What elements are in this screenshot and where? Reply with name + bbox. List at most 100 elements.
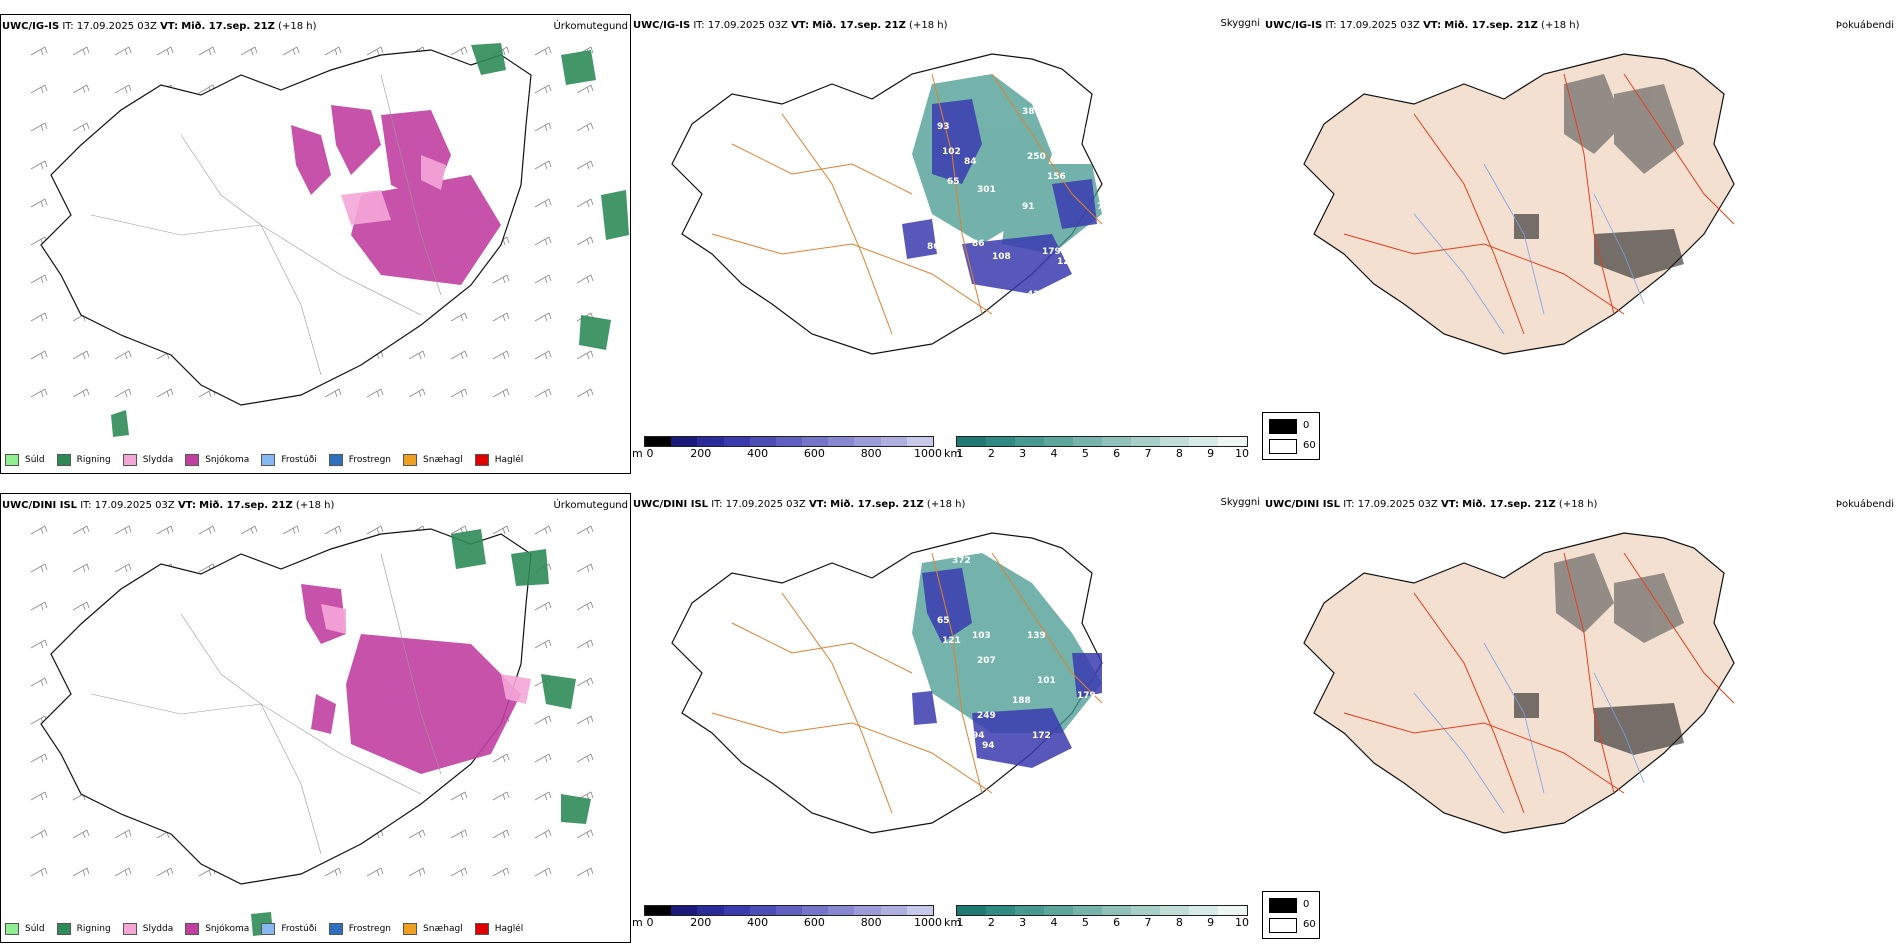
colorbar-tick: 1 (956, 447, 964, 460)
wind-barb (366, 525, 384, 535)
wind-barb (30, 350, 48, 360)
colorbar-cell (1189, 906, 1218, 915)
wind-barb (492, 350, 510, 360)
wind-barb (30, 753, 48, 763)
legend-swatch (185, 923, 200, 935)
iceland-fog-map-top (1303, 53, 1735, 355)
wind-barb (72, 388, 90, 398)
colorbar-cell (828, 906, 855, 915)
wind-barb (492, 312, 510, 322)
colorbar-cell (671, 906, 698, 915)
legend-swatch (474, 923, 489, 935)
legend-swatch (5, 923, 19, 935)
colorbar-cell (1015, 906, 1044, 915)
rivers (1413, 642, 1645, 814)
wind-barb (534, 791, 552, 801)
colorbar-cell (828, 437, 855, 446)
legend-swatch (403, 923, 418, 935)
colorbar-tick: 10 (1235, 916, 1249, 929)
wind-barb (534, 198, 552, 208)
wind-barb (534, 84, 552, 94)
wind-barb (492, 274, 510, 284)
colorbar-tick: 400 (747, 447, 769, 460)
colorbar-tick: 800 (860, 447, 882, 460)
wind-barb (534, 867, 552, 877)
precip-legend: Súld Rigning Slydda Snjókoma Frostúði Fr… (5, 922, 535, 936)
wind-barb (576, 525, 594, 535)
cloud-base-label: 179 (1077, 691, 1096, 701)
legend-item-freezing-rain: Frostregn (328, 923, 391, 935)
wind-barb (576, 160, 594, 170)
colorbar-cell (1015, 437, 1044, 446)
colorbar-tick: 10 (1235, 447, 1249, 460)
colorbar-tick: 6 (1113, 447, 1121, 460)
colorbar-tick: 7 (1144, 447, 1152, 460)
wind-barb (114, 525, 132, 535)
wind-barb (30, 274, 48, 284)
colorbar-tick: 8 (1175, 916, 1183, 929)
wind-barb (156, 388, 174, 398)
wind-barb (324, 867, 342, 877)
colorbar-cell (986, 437, 1015, 446)
colorbar-cell (1044, 437, 1073, 446)
visibility-panel-bottom: 372 65 94 121 103 207 139 188 249 94 172 98 179 238 35… (632, 493, 1262, 943)
colorbar-cell (1131, 906, 1160, 915)
legend-swatch (185, 454, 200, 466)
wind-barb (156, 867, 174, 877)
cloud-base-label: 91 (1022, 202, 1035, 212)
cloud-base-label: 86 (972, 239, 985, 249)
cloud-base-label: 94 (982, 741, 995, 751)
colorbar-tick: 0 (646, 447, 654, 460)
colorbar-tick: 3 (1019, 447, 1027, 460)
wind-barb (408, 829, 426, 839)
wind-barb (534, 753, 552, 763)
colorbar-cell (854, 906, 881, 915)
wind-barb (30, 601, 48, 611)
wind-barb (72, 525, 90, 535)
wind-barb (408, 388, 426, 398)
colorbar-cell (749, 906, 776, 915)
wind-barb (114, 84, 132, 94)
colorbar-cell (1218, 906, 1247, 915)
wind-barb (30, 46, 48, 56)
wind-barb (534, 160, 552, 170)
colorbar-cell (723, 437, 750, 446)
fog-legend-bottom: 0 60 (1262, 891, 1320, 939)
wind-barb (576, 274, 594, 284)
cloud-base-label: 139 (1062, 102, 1081, 112)
iceland-fog-map-bottom (1303, 532, 1735, 834)
colorbar-cell (1102, 437, 1131, 446)
wind-barb (30, 639, 48, 649)
visibility-colorbar: km 1 2 3 4 5 6 7 8 9 10 (944, 905, 1254, 939)
wind-barb (366, 46, 384, 56)
colorbar-cell (775, 906, 803, 915)
colorbar-cell (697, 906, 724, 915)
cloud-base-label: 380 (1022, 107, 1041, 117)
colorbar-tick: 600 (803, 447, 825, 460)
wind-barb (576, 715, 594, 725)
iceland-land (1303, 53, 1735, 355)
colorbar-cell (697, 437, 724, 446)
fog-panel-bottom: UWC/DINI ISL IT: 17.09.2025 03Z VT: Mið.… (1264, 493, 1900, 943)
colorbar-tick: 5 (1081, 916, 1089, 929)
wind-barb (450, 46, 468, 56)
legend-swatch (403, 454, 418, 466)
panel-title: Úrkomutegund (553, 500, 628, 511)
legend-item-hail: Haglél (474, 923, 523, 935)
colorbar-tick: 0 (646, 916, 654, 929)
wind-barb (30, 312, 48, 322)
wind-barb (30, 198, 48, 208)
legend-item-snow-pellets: Snæhagl (403, 923, 463, 935)
iceland-land (1303, 532, 1735, 834)
sleet-area (321, 604, 531, 704)
wind-barb (450, 388, 468, 398)
wind-barb (492, 791, 510, 801)
colorbar-cell (1131, 437, 1160, 446)
panel-title: Þokuábendi (1835, 20, 1894, 31)
wind-barb (30, 867, 48, 877)
colorbar-cell (645, 906, 672, 915)
fog-shading (1514, 553, 1684, 755)
colorbar-cells (956, 905, 1248, 916)
cloud-base-label: 207 (977, 656, 996, 666)
wind-barb (324, 525, 342, 535)
